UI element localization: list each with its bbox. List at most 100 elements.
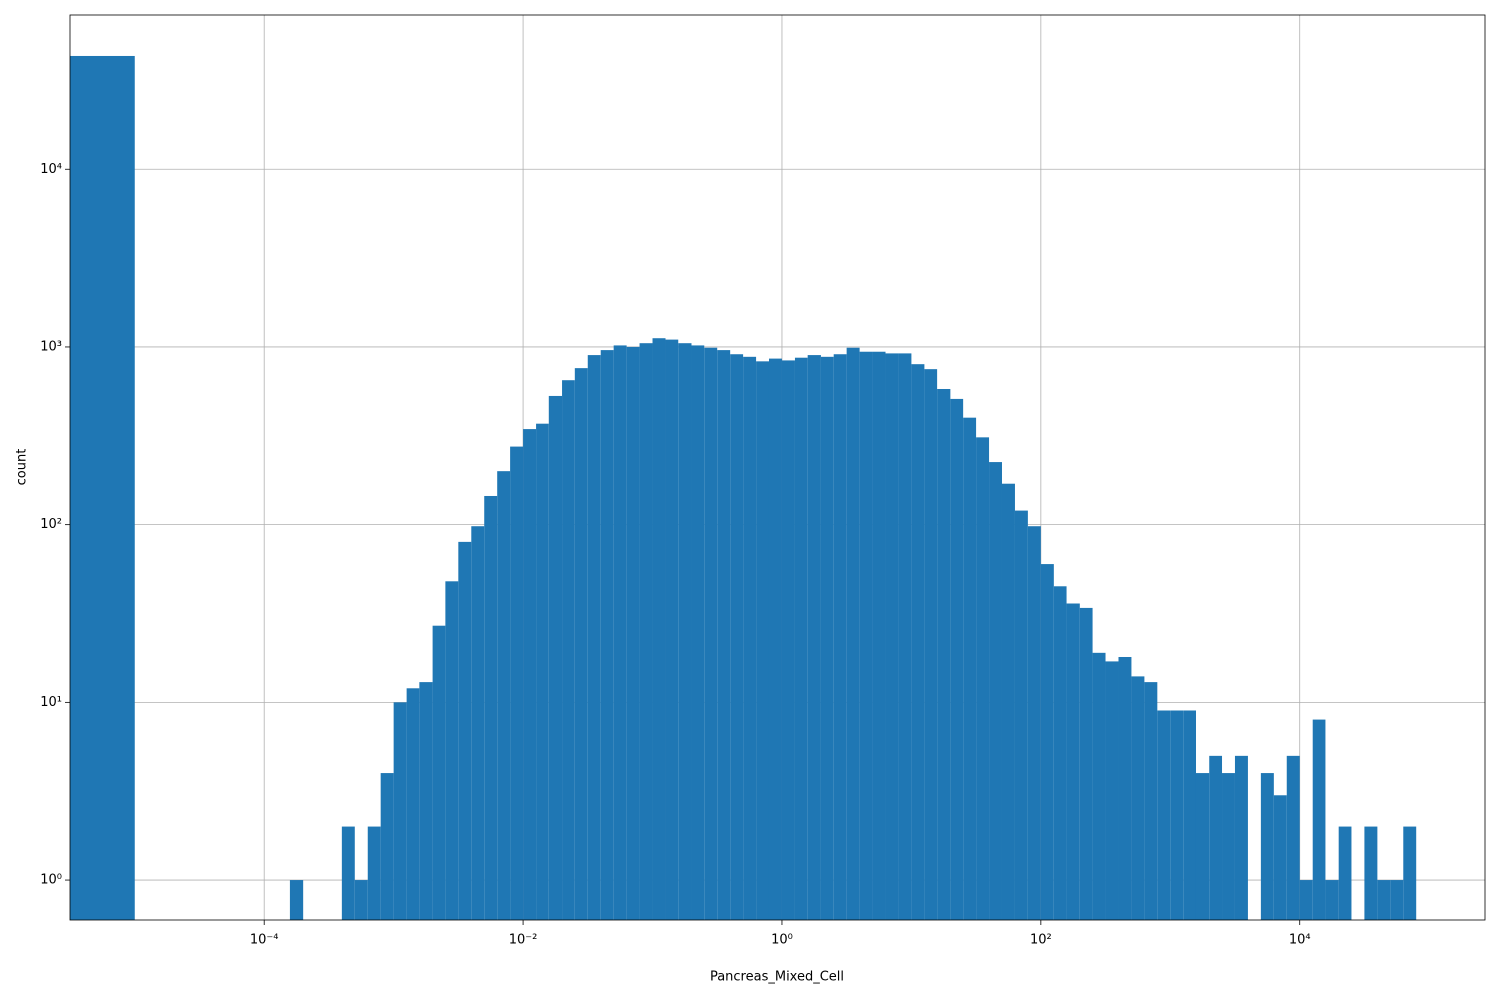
bar [419, 682, 433, 920]
bar [794, 357, 808, 920]
bar [730, 354, 744, 920]
bar [1040, 564, 1054, 920]
bar [743, 356, 757, 920]
bar [652, 338, 666, 920]
bar [1299, 880, 1313, 920]
bar [1312, 719, 1326, 920]
bar [963, 417, 977, 920]
bar [678, 343, 692, 920]
bar [1195, 773, 1210, 920]
bar [937, 388, 951, 920]
bar [393, 702, 407, 920]
bar [833, 354, 847, 920]
bar [354, 880, 368, 920]
bar [289, 880, 304, 920]
bar [1377, 880, 1391, 920]
x-tick-label: 10⁴ [1289, 933, 1311, 948]
bar [600, 350, 614, 920]
x-axis-label: Pancreas_Mixed_Cell [710, 970, 844, 985]
bar [639, 343, 653, 920]
bar [471, 526, 485, 920]
bar [523, 429, 537, 920]
bar [768, 358, 782, 920]
y-tick-label: 10¹ [40, 695, 62, 710]
bar [1157, 710, 1171, 920]
bar [510, 446, 524, 920]
bar [1209, 755, 1223, 920]
bar [1234, 755, 1248, 920]
bar [484, 495, 498, 920]
bar [1222, 773, 1235, 920]
y-tick-label: 10⁴ [40, 162, 62, 177]
bar [1079, 607, 1093, 920]
bar [1118, 656, 1132, 920]
bar [1053, 586, 1067, 920]
bar [406, 688, 420, 920]
bar [924, 369, 938, 920]
bar [911, 364, 925, 920]
x-tick-label: 10⁻² [509, 933, 538, 948]
bar [820, 356, 834, 920]
bars [70, 55, 1417, 920]
bar [380, 773, 394, 920]
bar [587, 355, 601, 920]
bar [1403, 826, 1417, 920]
bar [70, 55, 135, 920]
bar [1001, 483, 1015, 920]
bar [458, 541, 472, 920]
y-tick-label: 10³ [40, 339, 62, 354]
bar [950, 398, 964, 920]
bar [1066, 603, 1080, 920]
bar [976, 437, 990, 920]
bar [626, 346, 640, 920]
bar [548, 395, 563, 920]
bar [1390, 880, 1404, 920]
bar [1273, 795, 1287, 920]
bar [432, 625, 446, 920]
bar [1325, 880, 1339, 920]
bar [1364, 826, 1378, 920]
bar [1338, 826, 1352, 920]
bar [341, 826, 355, 920]
y-tick-label: 10² [40, 517, 62, 532]
bar [691, 345, 705, 920]
bar [574, 368, 588, 920]
bar [1092, 652, 1106, 920]
bar [562, 380, 575, 920]
bar [807, 355, 821, 920]
bar [665, 339, 679, 920]
bar [859, 351, 873, 920]
x-tick-label: 10⁻⁴ [250, 933, 279, 948]
bar [872, 351, 886, 920]
bar [1027, 526, 1041, 920]
bar [1260, 773, 1274, 920]
bar [846, 347, 860, 920]
x-tick-label: 10⁰ [771, 933, 793, 948]
bar [497, 471, 511, 920]
bar [1131, 676, 1145, 920]
bar [536, 423, 549, 920]
bar [445, 581, 459, 920]
bar [781, 360, 795, 920]
bar [717, 350, 731, 920]
bar [1014, 510, 1028, 920]
bar [1286, 755, 1300, 920]
x-tick-label: 10² [1030, 933, 1052, 948]
y-axis-label: count [15, 449, 30, 486]
bar [1183, 710, 1196, 920]
bar [367, 826, 381, 920]
bar [989, 462, 1002, 920]
bar [1170, 710, 1184, 920]
bar [1144, 682, 1158, 920]
ticks: 10⁻⁴ 10⁻² 10⁰ 10² 10⁴ 10⁰ 10¹ 10² 10³ 10⁴ [40, 162, 1310, 948]
bar [885, 353, 899, 920]
plot-frame [69, 14, 1486, 921]
bar [756, 361, 769, 920]
bar [1105, 661, 1119, 920]
bar [898, 353, 912, 920]
bar [704, 347, 718, 920]
bar [613, 345, 627, 920]
y-tick-label: 10⁰ [40, 873, 62, 888]
